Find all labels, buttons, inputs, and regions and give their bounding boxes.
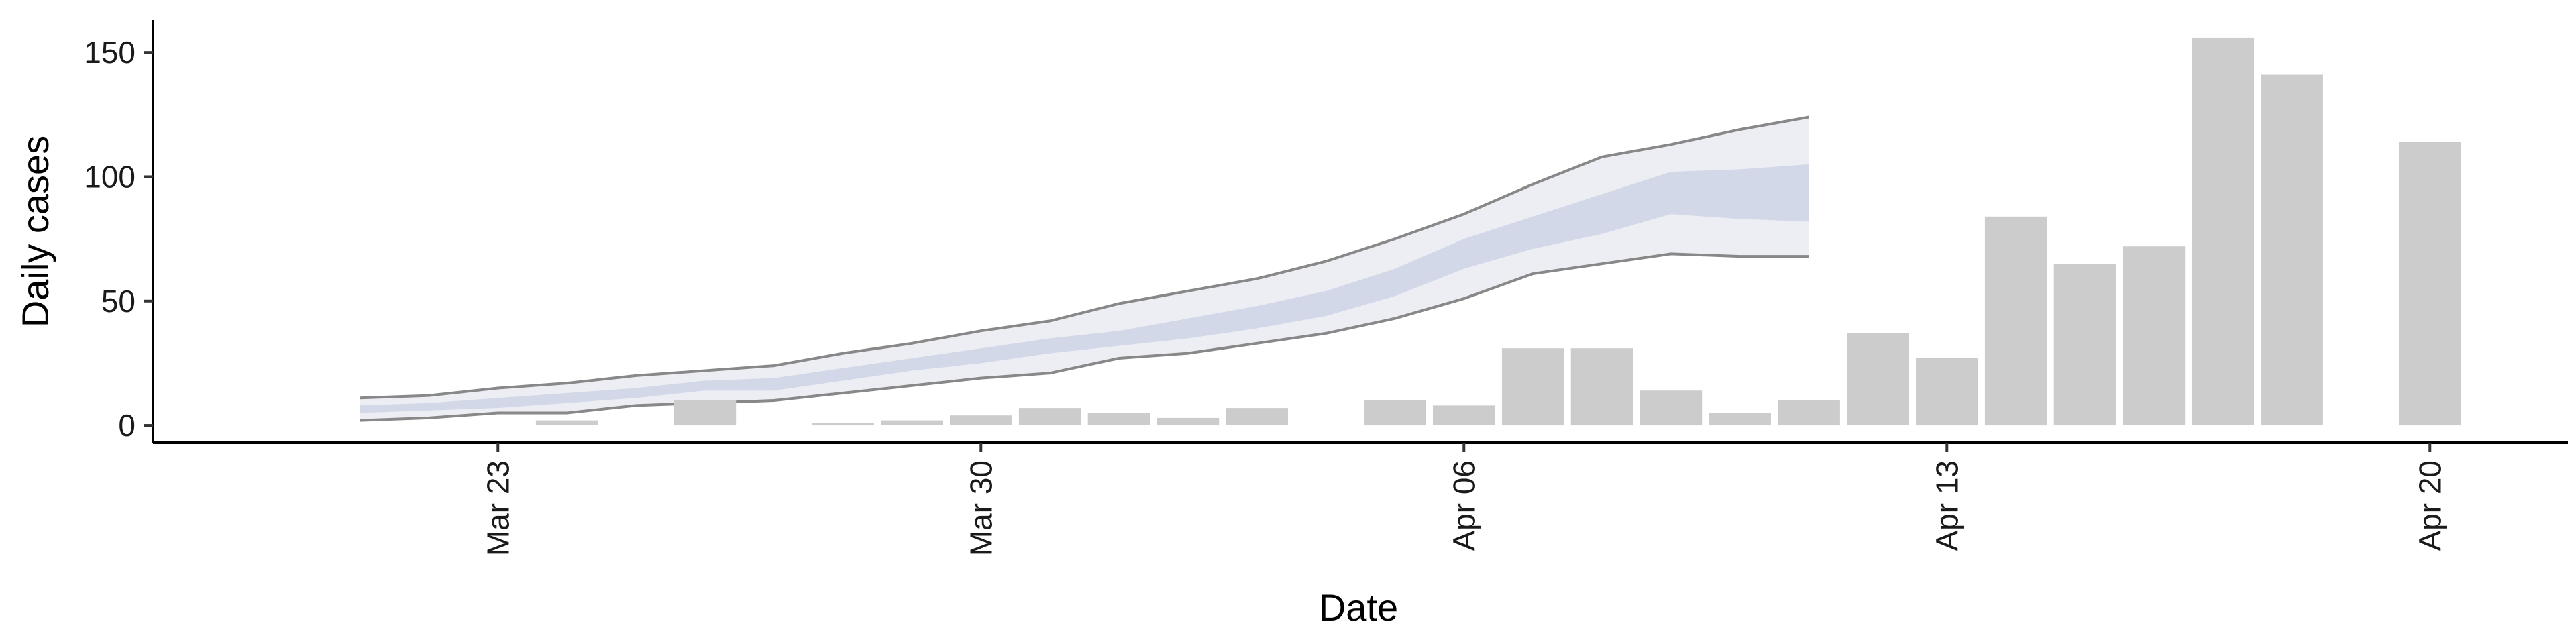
x-tick-label: Mar 30	[963, 460, 998, 556]
x-tick-label: Mar 23	[480, 460, 515, 556]
bar	[1018, 408, 1081, 425]
bar	[2261, 74, 2323, 425]
bar	[1501, 348, 1564, 426]
y-axis-title: Daily cases	[14, 136, 56, 327]
bar	[1364, 400, 1426, 426]
bar	[674, 400, 737, 426]
bar	[1847, 333, 1909, 425]
bar	[1984, 216, 2047, 426]
bar	[1709, 413, 1771, 425]
x-tick-label: Apr 06	[1446, 460, 1481, 551]
bar	[1916, 358, 1978, 426]
bar	[1226, 408, 1288, 425]
forecast-lower-line	[360, 252, 1809, 422]
bar	[2192, 37, 2254, 425]
forecast-inner-band	[360, 164, 1809, 413]
bar	[812, 423, 874, 426]
forecast-upper-line	[360, 115, 1809, 400]
forecast-band-layer	[360, 115, 1809, 422]
bar	[1640, 390, 1703, 426]
bar	[2399, 142, 2461, 426]
bar	[1433, 405, 1495, 425]
bar	[1087, 413, 1150, 425]
bar	[535, 420, 598, 425]
y-tick-label: 150	[84, 35, 136, 70]
bar-layer	[535, 37, 2461, 426]
bar	[950, 415, 1012, 425]
x-tick-label: Apr 13	[1929, 460, 1964, 551]
y-tick-label: 50	[101, 284, 136, 319]
y-tick-label: 100	[84, 159, 136, 194]
x-axis-title: Date	[1319, 586, 1398, 629]
bar	[881, 420, 943, 425]
bar	[1778, 400, 1840, 426]
x-tick-label: Apr 20	[2412, 460, 2447, 551]
bar	[1157, 417, 1220, 425]
bar	[2123, 246, 2186, 425]
bar	[1570, 348, 1633, 426]
y-tick-label: 0	[118, 408, 136, 443]
forecast-outer-band	[360, 117, 1809, 421]
bar	[2053, 264, 2116, 426]
axis-layer: 0 50 100 150 Mar 23 Mar 30 Apr 06 Apr 13 Apr 20	[84, 20, 2568, 556]
